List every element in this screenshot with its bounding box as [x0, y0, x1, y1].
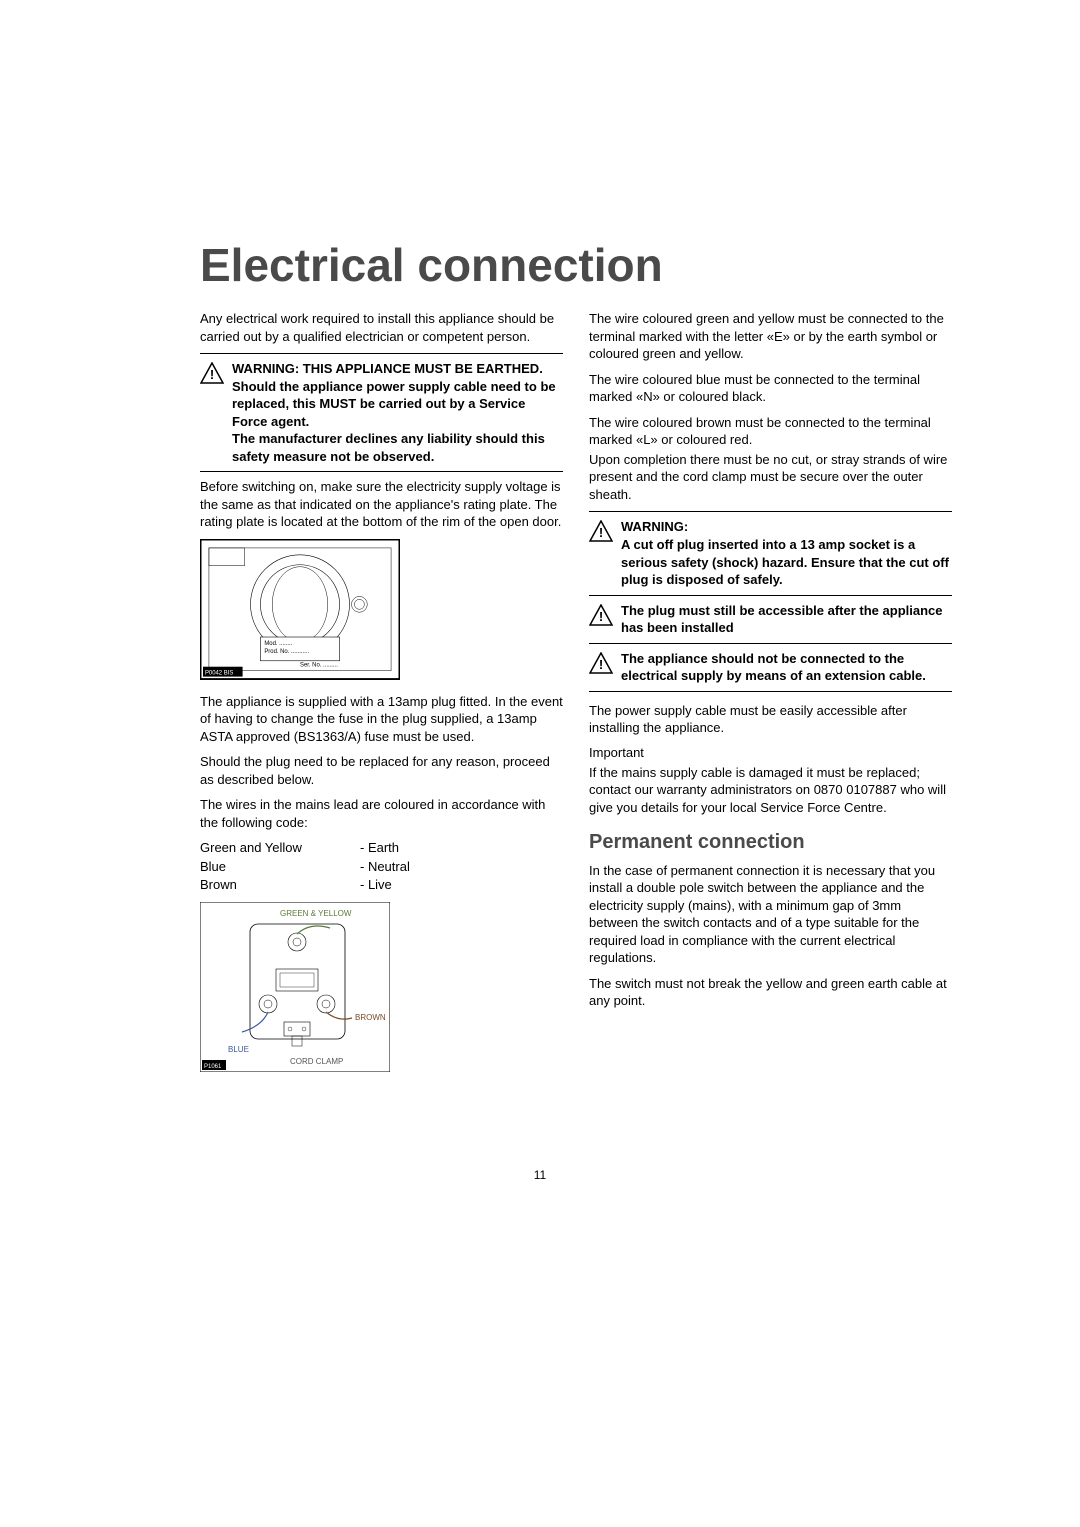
warning-icon: ! [589, 520, 613, 547]
svg-text:Ser. No. .........: Ser. No. ......... [300, 663, 338, 669]
divider [200, 353, 563, 354]
page-number: 11 [534, 1168, 546, 1182]
warning-accessible-text: The plug must still be accessible after … [621, 602, 952, 637]
svg-text:Prod. No. ...........: Prod. No. ........... [264, 649, 309, 655]
permanent-connection-p1: In the case of permanent connection it i… [589, 862, 952, 967]
plug-fuse-paragraph: The appliance is supplied with a 13amp p… [200, 693, 563, 746]
completion-paragraph: Upon completion there must be no cut, or… [589, 451, 952, 504]
wire-value: - Earth [360, 839, 399, 857]
warning-cutoff-plug: ! WARNING: A cut off plug inserted into … [589, 518, 952, 588]
divider [589, 511, 952, 512]
earth-wire-paragraph: The wire coloured green and yellow must … [589, 310, 952, 363]
wire-label: Blue [200, 858, 360, 876]
svg-text:!: ! [210, 367, 214, 382]
svg-text:!: ! [599, 525, 603, 540]
warning-cable-text: Should the appliance power supply cable … [232, 379, 556, 429]
divider [200, 471, 563, 472]
svg-text:P0042 BIS: P0042 BIS [205, 671, 233, 677]
important-label: Important [589, 745, 952, 760]
rating-plate-paragraph: Before switching on, make sure the elect… [200, 478, 563, 531]
figure-plug: GREEN & YELLOW [200, 902, 563, 1077]
left-column: Any electrical work required to install … [200, 310, 563, 1085]
warning-text: WARNING: A cut off plug inserted into a … [621, 518, 952, 588]
svg-text:Mod. ........: Mod. ........ [264, 641, 292, 647]
warning-cutoff-text: A cut off plug inserted into a 13 amp so… [621, 537, 949, 587]
plug-replace-paragraph: Should the plug need to be replaced for … [200, 753, 563, 788]
wire-value: - Neutral [360, 858, 410, 876]
warning-text: WARNING: THIS APPLIANCE MUST BE EARTHED.… [232, 360, 563, 465]
warning-icon: ! [589, 652, 613, 679]
warning-icon: ! [200, 362, 224, 389]
cable-accessible-paragraph: The power supply cable must be easily ac… [589, 702, 952, 737]
intro-paragraph: Any electrical work required to install … [200, 310, 563, 345]
warning-liability-text: The manufacturer declines any liability … [232, 431, 545, 464]
content-columns: Any electrical work required to install … [200, 310, 990, 1085]
neutral-wire-paragraph: The wire coloured blue must be connected… [589, 371, 952, 406]
divider [589, 643, 952, 644]
svg-text:!: ! [599, 657, 603, 672]
figure-washer: Mod. ........ Prod. No. ........... Ser.… [200, 539, 563, 685]
wire-row-earth: Green and Yellow - Earth [200, 839, 563, 857]
wire-row-live: Brown - Live [200, 876, 563, 894]
right-column: The wire coloured green and yellow must … [589, 310, 952, 1085]
warning-extension-cable: ! The appliance should not be connected … [589, 650, 952, 685]
warning-earthed: ! WARNING: THIS APPLIANCE MUST BE EARTHE… [200, 360, 563, 465]
svg-text:CORD CLAMP: CORD CLAMP [290, 1057, 343, 1066]
warning-earthed-title: WARNING: THIS APPLIANCE MUST BE EARTHED. [232, 361, 543, 376]
permanent-connection-p2: The switch must not break the yellow and… [589, 975, 952, 1010]
svg-text:P1061: P1061 [204, 1064, 222, 1070]
svg-text:GREEN & YELLOW: GREEN & YELLOW [280, 909, 352, 918]
wire-colour-table: Green and Yellow - Earth Blue - Neutral … [200, 839, 563, 894]
wire-value: - Live [360, 876, 392, 894]
damaged-cable-paragraph: If the mains supply cable is damaged it … [589, 764, 952, 817]
divider [589, 691, 952, 692]
svg-text:!: ! [599, 609, 603, 624]
wire-code-paragraph: The wires in the mains lead are coloured… [200, 796, 563, 831]
wire-label: Green and Yellow [200, 839, 360, 857]
warning-icon: ! [589, 604, 613, 631]
svg-text:BLUE: BLUE [228, 1045, 249, 1054]
warning-plug-accessible: ! The plug must still be accessible afte… [589, 602, 952, 637]
wire-label: Brown [200, 876, 360, 894]
permanent-connection-heading: Permanent connection [589, 831, 952, 854]
washer-diagram: Mod. ........ Prod. No. ........... Ser.… [200, 539, 400, 680]
wire-row-neutral: Blue - Neutral [200, 858, 563, 876]
divider [589, 595, 952, 596]
svg-text:BROWN: BROWN [355, 1013, 386, 1022]
live-wire-paragraph: The wire coloured brown must be connecte… [589, 414, 952, 449]
plug-diagram: GREEN & YELLOW [200, 902, 390, 1072]
warning-extension-text: The appliance should not be connected to… [621, 650, 952, 685]
warning-label: WARNING: [621, 519, 688, 534]
page-title: Electrical connection [200, 238, 990, 292]
